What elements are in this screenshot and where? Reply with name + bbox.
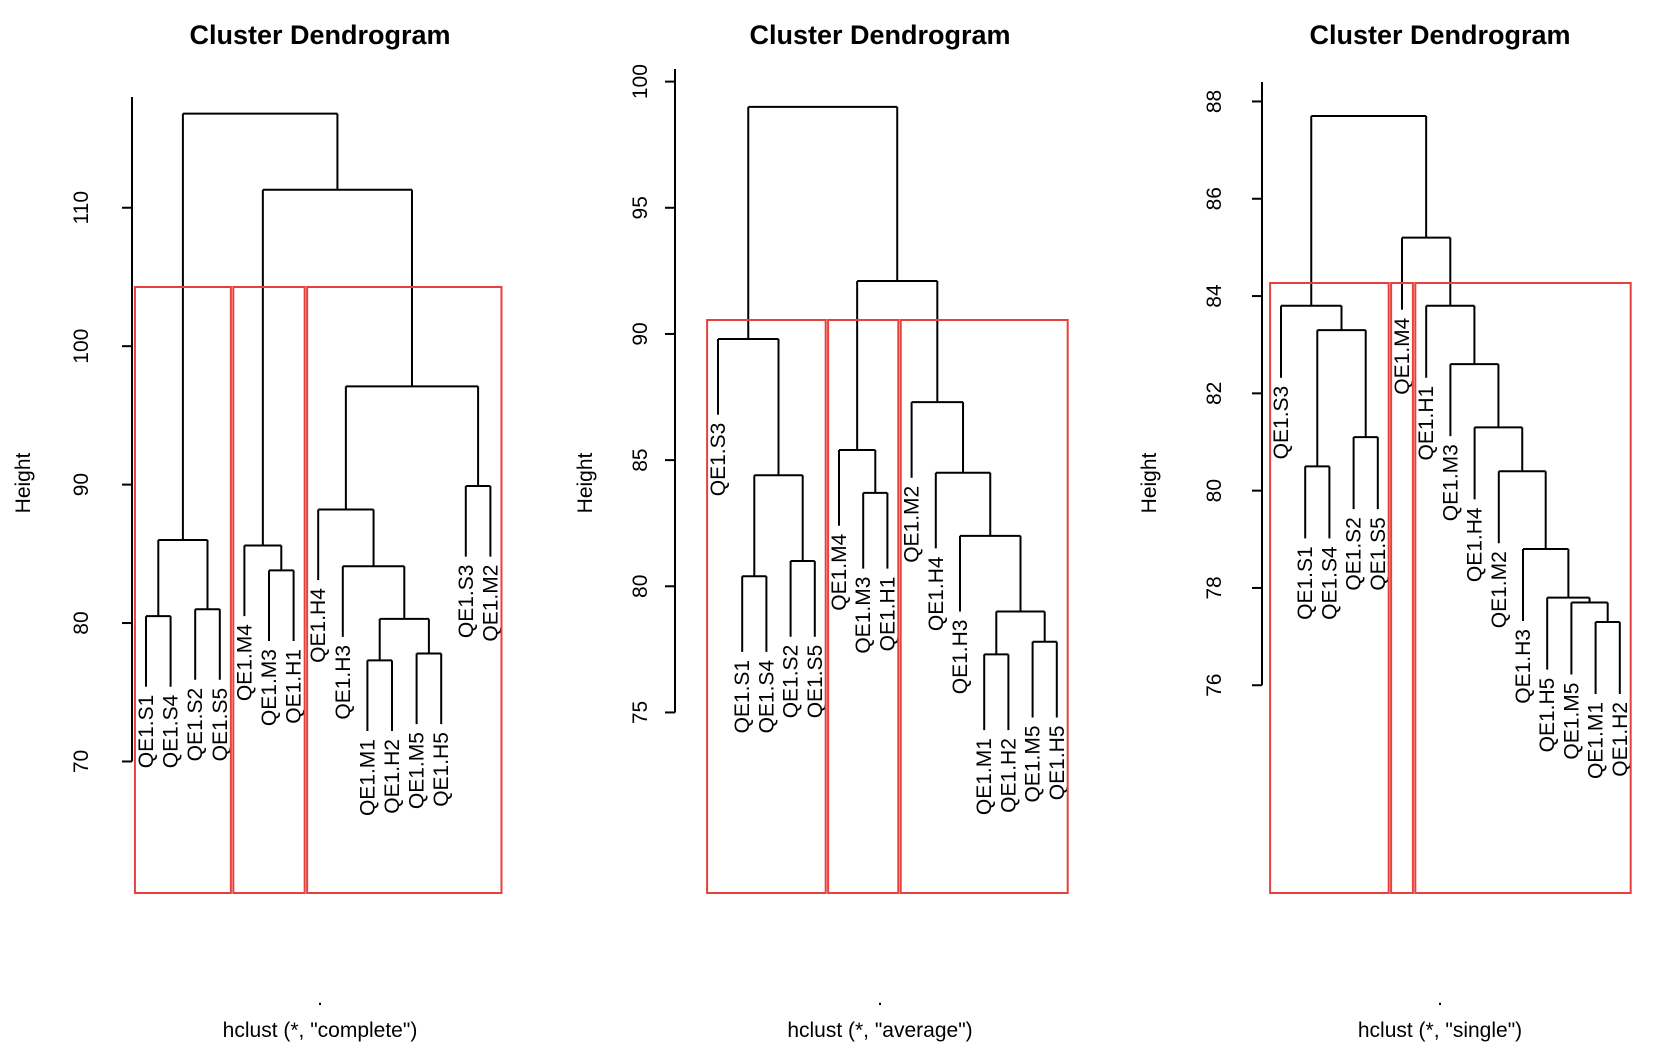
x-axis-dot: .: [1437, 987, 1443, 1010]
y-tick-labels: 76 78 80 82 84 86 88: [1203, 90, 1226, 697]
y-tick-label: 85: [629, 448, 652, 471]
cluster-box: [1269, 282, 1390, 894]
leaf-label: QE1.M4: [828, 533, 851, 610]
y-tick-label: 80: [629, 575, 652, 598]
x-axis-label: hclust (*, "single"): [1358, 1019, 1522, 1042]
y-tick-label: 90: [629, 322, 652, 345]
chart-title: Cluster Dendrogram: [189, 20, 450, 50]
cluster-box: [899, 319, 1069, 894]
leaf-label: QE1.M5: [406, 732, 429, 809]
x-axis-label: hclust (*, "complete"): [223, 1019, 418, 1042]
y-tick-label: 100: [629, 64, 652, 99]
y-tick-labels: 75 80 85 90 95 100: [629, 64, 652, 724]
leaf-label: QE1.H3: [332, 645, 355, 720]
leaf-label: QE1.M2: [901, 486, 924, 563]
leaf-label: QE1.S5: [1367, 517, 1390, 591]
leaf-label: QE1.H5: [1536, 678, 1559, 753]
y-tick-label: 84: [1203, 284, 1226, 308]
leaf-label: QE1.H4: [925, 556, 948, 631]
y-tick-label: 78: [1203, 576, 1226, 599]
x-axis-label: hclust (*, "average"): [787, 1019, 972, 1042]
leaf-label: QE1.M1: [1585, 702, 1608, 779]
leaf-label: QE1.S4: [755, 660, 778, 734]
x-axis-dot: .: [317, 987, 323, 1010]
y-tick-labels: 70 80 90 100 110: [70, 191, 93, 773]
leaf-label: QE1.S3: [1270, 386, 1293, 460]
leaf-label: QE1.H2: [381, 739, 404, 814]
leaf-label: QE1.H2: [997, 738, 1020, 813]
cluster-box: [133, 286, 232, 894]
panel-average: Cluster Dendrogram Height . hclust (*, "…: [574, 20, 1069, 1042]
leaf-label: QE1.M4: [1391, 317, 1414, 394]
y-axis-label: Height: [12, 452, 35, 513]
leaf-label: QE1.S4: [1318, 546, 1341, 620]
leaf-label: QE1.H2: [1609, 702, 1632, 777]
y-tick-label: 75: [629, 701, 652, 724]
cluster-box: [827, 319, 900, 894]
cluster-box: [306, 286, 503, 894]
leaf-label: QE1.S1: [135, 695, 158, 769]
leaf-label: QE1.M4: [233, 624, 256, 701]
leaf-label: QE1.S2: [780, 645, 803, 719]
panel-complete: Cluster Dendrogram Height . hclust (*, "…: [12, 20, 503, 1042]
leaf-label: QE1.S1: [731, 660, 754, 734]
leaf-label: QE1.H3: [1512, 629, 1535, 704]
y-tick-label: 76: [1203, 674, 1226, 697]
y-axis-label: Height: [1138, 452, 1161, 513]
chart-title: Cluster Dendrogram: [749, 20, 1010, 50]
y-tick-label: 110: [70, 191, 93, 224]
cluster-box: [706, 319, 827, 894]
leaf-label: QE1.S5: [804, 645, 827, 719]
leaf-label: QE1.M2: [1488, 551, 1511, 628]
y-tick-label: 70: [70, 750, 93, 773]
y-axis-label: Height: [574, 452, 597, 513]
leaf-label: QE1.S2: [1343, 517, 1366, 591]
y-tick-label: 100: [70, 329, 93, 364]
leaf-label: QE1.M1: [973, 738, 996, 815]
leaf-label: QE1.H1: [283, 649, 306, 724]
y-tick-label: 80: [70, 611, 93, 634]
panel-single: Cluster Dendrogram Height . hclust (*, "…: [1138, 20, 1632, 1042]
leaf-label: QE1.S1: [1294, 546, 1317, 620]
y-tick-label: 80: [1203, 479, 1226, 502]
leaf-label: QE1.M1: [356, 739, 379, 816]
leaf-label: QE1.M2: [479, 565, 502, 642]
leaf-label: QE1.H5: [430, 732, 453, 807]
leaf-label: QE1.H4: [307, 588, 330, 663]
y-tick-label: 88: [1203, 90, 1226, 113]
leaf-label: QE1.S2: [184, 688, 207, 762]
leaf-label: QE1.S4: [160, 694, 183, 768]
leaf-label: QE1.H4: [1464, 507, 1487, 582]
leaf-label: QE1.H1: [876, 577, 899, 652]
leaf-label: QE1.H5: [1046, 725, 1069, 800]
leaf-label: QE1.H3: [949, 620, 972, 695]
leaf-label: QE1.M3: [1439, 444, 1462, 521]
x-axis-dot: .: [877, 987, 883, 1010]
y-tick-label: 95: [629, 196, 652, 219]
leaf-label: QE1.S5: [209, 688, 232, 762]
leaf-label: QE1.M3: [258, 649, 281, 726]
leaf-label: QE1.H1: [1415, 386, 1438, 461]
leaf-label: QE1.M5: [1022, 725, 1045, 802]
cluster-box: [1414, 282, 1632, 894]
leaf-label: QE1.S3: [707, 423, 730, 497]
cluster-box: [1390, 282, 1414, 894]
leaf-label: QE1.M3: [852, 577, 875, 654]
y-tick-label: 82: [1203, 382, 1226, 405]
leaf-label: QE1.M5: [1560, 683, 1583, 760]
y-tick-label: 86: [1203, 187, 1226, 210]
cluster-box: [232, 286, 306, 894]
y-tick-label: 90: [70, 473, 93, 496]
leaf-label: QE1.S3: [455, 565, 478, 639]
chart-title: Cluster Dendrogram: [1309, 20, 1570, 50]
